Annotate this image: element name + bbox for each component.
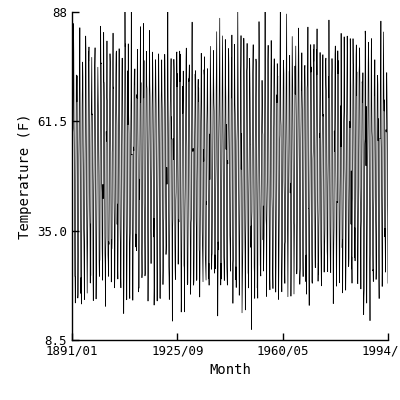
Y-axis label: Temperature (F): Temperature (F) xyxy=(18,113,32,239)
X-axis label: Month: Month xyxy=(209,364,251,378)
